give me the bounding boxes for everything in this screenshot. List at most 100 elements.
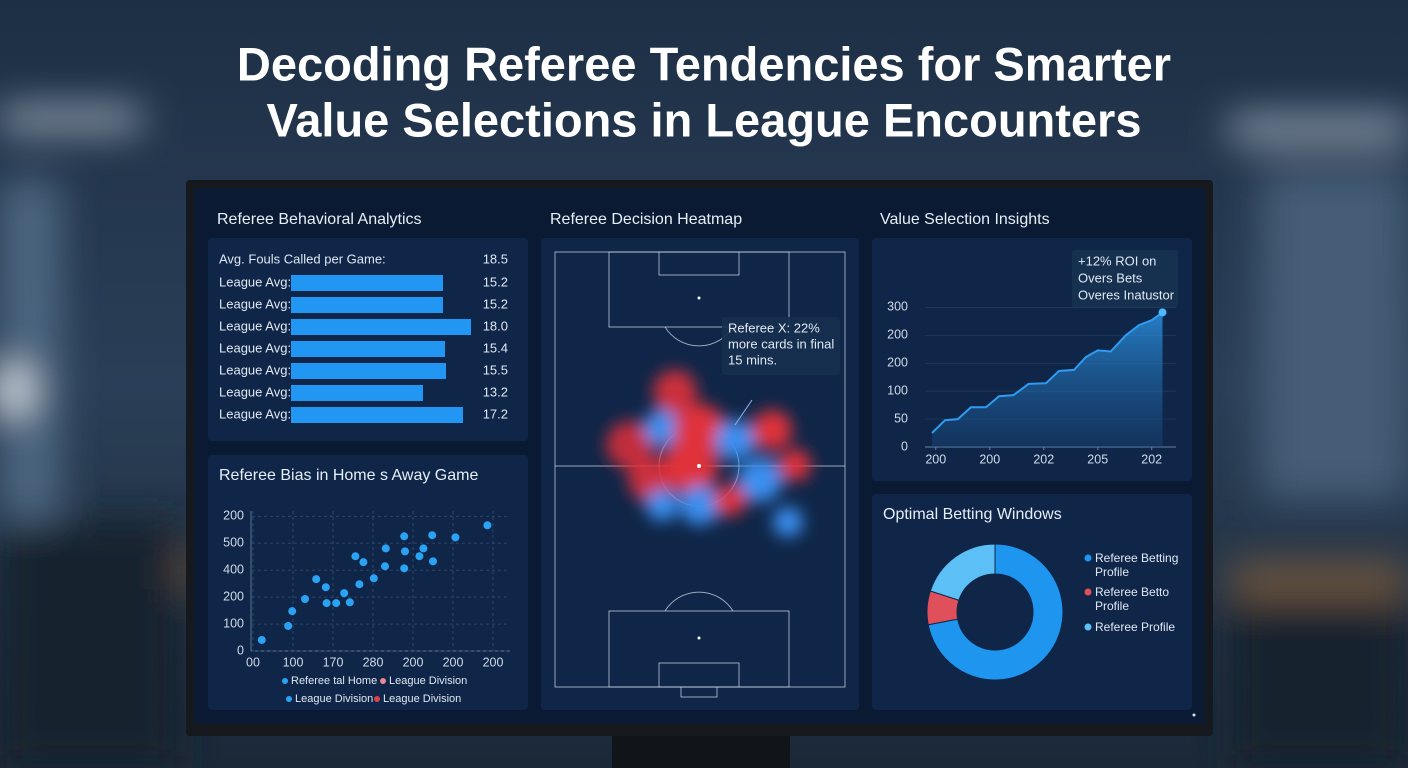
panel-title: Optimal Betting Windows [883, 506, 1062, 523]
center-spot [697, 464, 701, 468]
bar [291, 407, 463, 423]
y-tick-label: 0 [901, 439, 908, 453]
scatter-point [401, 547, 409, 556]
y-tick-label: 500 [223, 536, 244, 550]
y-tick-label: 300 [887, 300, 908, 314]
panel-title: Referee Decision Heatmap [550, 211, 742, 228]
penalty-spot [697, 296, 701, 300]
x-tick-label: 202 [1033, 452, 1054, 466]
legend-label: League Division [389, 675, 467, 687]
category-label: League Avg: [219, 406, 291, 421]
x-tick-label: 00 [246, 655, 260, 669]
category-label: League Avg: [219, 274, 291, 289]
category-label: League Avg: [219, 384, 291, 399]
x-tick-label: 205 [1087, 452, 1108, 466]
legend-item: Referee Profile [1095, 620, 1175, 634]
y-tick-label: 200 [887, 328, 908, 342]
scatter-point [288, 607, 297, 616]
scatter-point [451, 533, 460, 542]
annotation: +12% ROI on [1078, 253, 1156, 268]
annotation-pointer [734, 399, 753, 426]
scatter-point [400, 564, 409, 573]
legend-label: Referee Betto Profile [1095, 585, 1170, 613]
y-tick-label: 50 [894, 411, 908, 425]
scatter-point [340, 589, 349, 598]
scatter-point [257, 635, 266, 644]
x-tick-label: 202 [1141, 452, 1162, 466]
legend-label: League Division [383, 693, 461, 705]
bar [291, 319, 471, 335]
scatter-point [428, 531, 437, 540]
annotation: Overes Inatustor [1078, 287, 1175, 302]
y-tick-label: 400 [223, 563, 244, 577]
scatter-point [345, 598, 354, 607]
scatter-point [322, 599, 331, 608]
x-tick-label: 100 [283, 655, 304, 669]
value-label: 15.4 [483, 340, 508, 355]
legend-dot [286, 696, 292, 702]
panel [208, 455, 528, 710]
bar [291, 275, 443, 291]
bar [291, 363, 446, 379]
scatter-point [312, 575, 321, 584]
scatter-point [301, 595, 309, 604]
category-label: League Avg: [219, 362, 291, 377]
pie-slice [927, 543, 1064, 681]
legend-dot [282, 678, 288, 684]
scatter-point [400, 532, 409, 541]
scatter-point [284, 621, 293, 630]
x-tick-label: 280 [363, 655, 384, 669]
panel [208, 238, 528, 441]
legend-label: League Division [295, 693, 373, 705]
legend-dot [1084, 623, 1092, 631]
x-tick-label: 200 [483, 655, 504, 669]
legend-dot [1084, 588, 1092, 596]
scatter-point [415, 552, 424, 561]
legend-item: Referee Betto Profile [1095, 585, 1170, 613]
legend-dot [1084, 554, 1092, 562]
scatter-point [381, 562, 389, 571]
scatter-point [355, 580, 364, 589]
value-label: 15.2 [483, 296, 508, 311]
x-tick-label: 200 [925, 452, 946, 466]
category-label: League Avg: [219, 318, 291, 333]
headline: Decoding Referee Tendencies for Smarter [237, 37, 1171, 90]
value-label: 15.2 [483, 274, 508, 289]
annotation: more cards in final [728, 336, 834, 351]
charts: Referee Behavioral Analytics Avg. Fouls C… [217, 211, 1176, 705]
panel-title: Referee Bias in Home s Away Game [219, 467, 478, 484]
scatter-point [369, 574, 378, 583]
x-tick-label: 200 [403, 655, 424, 669]
value-label: 13.2 [483, 384, 508, 399]
value-label: 15.5 [483, 362, 508, 377]
scatter-point [351, 552, 360, 561]
end-point [1158, 308, 1167, 317]
summary-label: Avg. Fouls Called per Game: [219, 251, 386, 266]
panel-title: Referee Behavioral Analytics [217, 211, 422, 228]
x-tick-label: 200 [979, 452, 1000, 466]
scatter-point [429, 557, 437, 566]
scatter-point [321, 583, 330, 592]
category-label: League Avg: [219, 340, 291, 355]
legend-dot [380, 678, 386, 684]
value-label: 17.2 [483, 406, 508, 421]
pie-slice [929, 543, 996, 601]
line [931, 311, 1164, 434]
heat-blobs [606, 370, 811, 537]
headline: Value Selections in League Encounters [267, 93, 1142, 146]
scatter-point [419, 544, 428, 553]
office-blur [0, 110, 1408, 768]
power-led [1192, 713, 1196, 717]
summary-value: 18.5 [483, 251, 508, 266]
bar [291, 297, 443, 313]
category-label: League Avg: [219, 296, 291, 311]
legend-dot [374, 696, 380, 702]
y-tick-label: 200 [223, 509, 244, 523]
area-fill [932, 312, 1163, 447]
scatter-point [332, 599, 341, 608]
bar [291, 341, 445, 357]
panel-title: Value Selection Insights [880, 211, 1050, 228]
legend-label: Referee Betting Profile [1095, 551, 1179, 579]
x-tick-label: 170 [323, 655, 344, 669]
